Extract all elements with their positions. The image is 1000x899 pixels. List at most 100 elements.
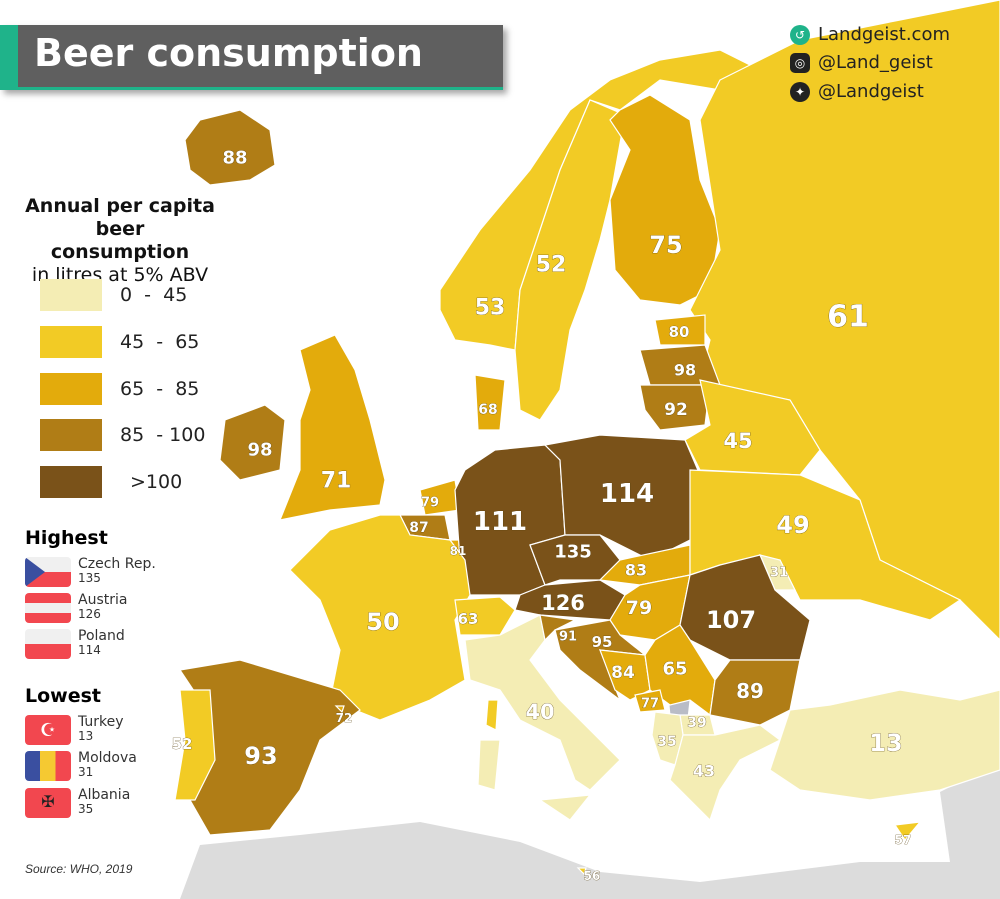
lowest-item: ✠ Albania 35 bbox=[25, 788, 130, 818]
value-label-ireland: 98 bbox=[247, 440, 272, 461]
legend-swatch bbox=[40, 419, 102, 451]
legend-label: >100 bbox=[130, 471, 183, 493]
value-label-czechia: 135 bbox=[554, 542, 592, 563]
social-label: @Land_geist bbox=[818, 52, 933, 73]
value-label-croatia: 95 bbox=[592, 633, 613, 651]
value-label-iceland: 88 bbox=[222, 148, 247, 169]
page-title: Beer consumption bbox=[34, 31, 423, 75]
value-label-north-macedonia: 39 bbox=[687, 715, 706, 731]
highest-heading: Highest bbox=[25, 527, 108, 549]
value-label-bulgaria: 89 bbox=[736, 679, 764, 703]
legend-label: 65 - 85 bbox=[120, 378, 200, 400]
country-italy bbox=[538, 794, 592, 821]
source-note: Source: WHO, 2019 bbox=[25, 862, 133, 876]
legend-title-line1: Annual per capita bbox=[25, 195, 215, 217]
legend-title-line2: beer consumption bbox=[50, 218, 190, 263]
value-label-belarus: 45 bbox=[723, 429, 752, 453]
country-finland bbox=[609, 94, 721, 306]
instagram-icon: ◎ bbox=[790, 52, 810, 73]
value-label-uk: 71 bbox=[321, 469, 352, 494]
legend-item: 0 - 45 bbox=[40, 279, 187, 311]
value-label-turkey: 13 bbox=[869, 729, 902, 757]
value-label-serbia: 65 bbox=[662, 659, 687, 680]
country-name: Poland bbox=[78, 628, 125, 644]
value-label-bosnia: 84 bbox=[611, 663, 635, 683]
value-label-denmark: 68 bbox=[478, 402, 497, 418]
legend-item: >100 bbox=[40, 466, 182, 498]
value-label-andorra: 72 bbox=[336, 711, 353, 725]
social-label: Landgeist.com bbox=[818, 24, 950, 45]
value-label-poland: 114 bbox=[600, 479, 654, 509]
albania-flag-icon: ✠ bbox=[25, 788, 71, 818]
value-label-albania: 35 bbox=[657, 734, 676, 750]
legend-title: Annual per capita beer consumption in li… bbox=[25, 195, 215, 287]
value-label-france: 50 bbox=[366, 608, 399, 636]
country-france bbox=[485, 699, 499, 731]
legend-item: 45 - 65 bbox=[40, 326, 199, 358]
country-name: Austria bbox=[78, 592, 128, 608]
social-twitter[interactable]: ✦ @Landgeist bbox=[790, 81, 924, 102]
value-label-slovakia: 83 bbox=[625, 561, 647, 580]
austria-flag-icon bbox=[25, 593, 71, 623]
legend-swatch bbox=[40, 326, 102, 358]
country-turkey bbox=[769, 689, 1000, 801]
country-iceland bbox=[184, 109, 276, 186]
legend-swatch bbox=[40, 279, 102, 311]
social-website[interactable]: ↺ Landgeist.com bbox=[790, 24, 950, 45]
legend-label: 85 - 100 bbox=[120, 424, 206, 446]
social-label: @Landgeist bbox=[818, 81, 924, 102]
highest-item: Czech Rep. 135 bbox=[25, 557, 156, 587]
highest-item: Poland 114 bbox=[25, 629, 125, 659]
value-label-romania: 107 bbox=[706, 606, 756, 634]
value-label-italy: 40 bbox=[525, 700, 554, 724]
social-instagram[interactable]: ◎ @Land_geist bbox=[790, 52, 933, 73]
country-value: 31 bbox=[78, 765, 94, 779]
czech-flag-icon bbox=[25, 557, 71, 587]
value-label-sweden: 52 bbox=[536, 253, 567, 278]
country-ireland bbox=[219, 404, 286, 481]
country-switzerland bbox=[454, 596, 516, 636]
country-name: Turkey bbox=[78, 714, 124, 730]
lowest-item: Moldova 31 bbox=[25, 751, 137, 781]
value-label-switzerland: 63 bbox=[458, 610, 479, 628]
value-label-belgium: 87 bbox=[409, 520, 428, 536]
value-label-russia: 61 bbox=[827, 300, 869, 335]
value-label-lithuania: 92 bbox=[664, 400, 688, 420]
country-denmark bbox=[474, 374, 506, 431]
country-value: 13 bbox=[78, 729, 94, 743]
value-label-finland: 75 bbox=[649, 231, 682, 259]
legend-item: 65 - 85 bbox=[40, 373, 199, 405]
twitter-icon: ✦ bbox=[790, 81, 810, 102]
legend-label: 45 - 65 bbox=[120, 331, 200, 353]
legend-item: 85 - 100 bbox=[40, 419, 205, 451]
country-italy bbox=[477, 739, 501, 791]
middle-east-land bbox=[940, 762, 1000, 862]
value-label-latvia: 98 bbox=[674, 361, 696, 380]
africa-land bbox=[180, 822, 1000, 899]
value-label-montenegro: 77 bbox=[641, 697, 659, 712]
value-label-germany: 111 bbox=[473, 507, 527, 537]
country-name: Czech Rep. bbox=[78, 556, 156, 572]
country-name: Moldova bbox=[78, 750, 137, 766]
title-banner: Beer consumption bbox=[0, 25, 503, 90]
value-label-malta: 56 bbox=[584, 869, 601, 883]
country-uk bbox=[279, 334, 386, 521]
landgeist-logo-icon: ↺ bbox=[790, 24, 810, 45]
country-name: Albania bbox=[78, 787, 131, 803]
lowest-heading: Lowest bbox=[25, 685, 101, 707]
value-label-netherlands: 79 bbox=[421, 496, 439, 511]
value-label-spain: 93 bbox=[244, 742, 277, 770]
legend-label: 0 - 45 bbox=[120, 284, 188, 306]
value-label-hungary: 79 bbox=[626, 597, 652, 619]
value-label-luxembourg: 81 bbox=[450, 544, 467, 558]
value-label-norway: 53 bbox=[475, 296, 506, 321]
lowest-item: ☪ Turkey 13 bbox=[25, 715, 124, 745]
country-cyprus bbox=[893, 821, 922, 842]
value-label-portugal: 52 bbox=[172, 735, 193, 753]
country-norway bbox=[439, 49, 762, 351]
country-serbia bbox=[644, 624, 716, 717]
country-sweden bbox=[514, 99, 626, 421]
country-france bbox=[289, 514, 471, 721]
country-malta bbox=[576, 867, 587, 876]
